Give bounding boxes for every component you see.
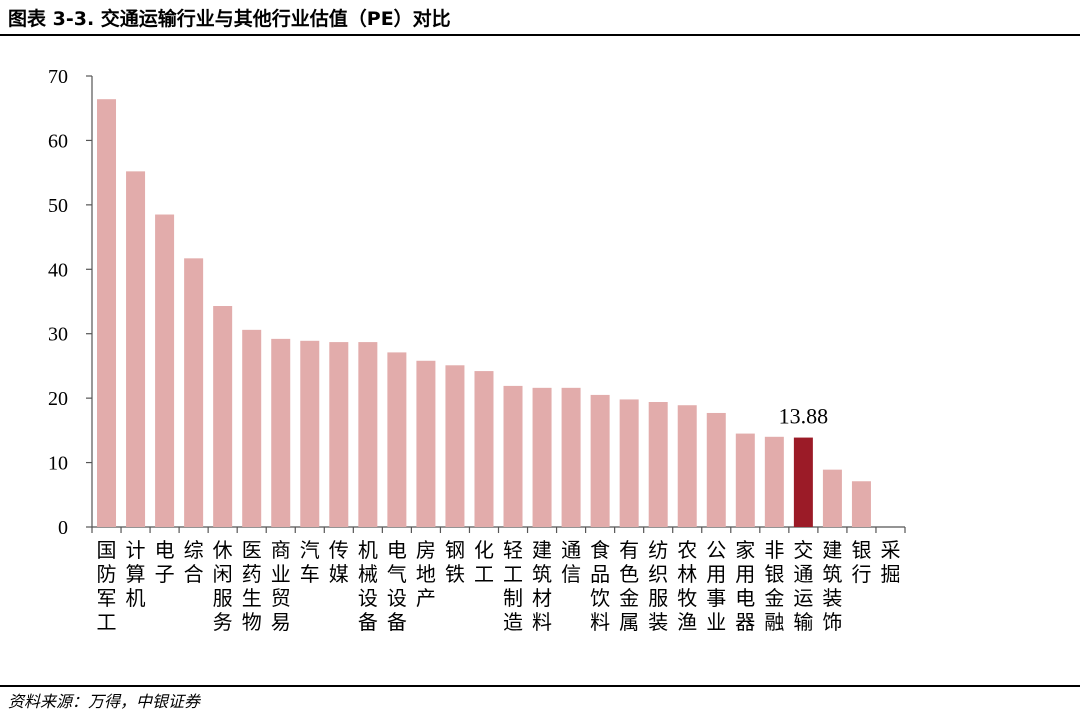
x-category-label: 国防军工 (97, 538, 117, 634)
x-category-label: 汽车 (300, 538, 320, 586)
x-category-label: 建筑材料 (532, 538, 552, 634)
bar (532, 387, 552, 527)
x-category-label: 综合 (184, 538, 204, 586)
x-category-label: 交通运输 (793, 538, 813, 634)
x-category-label: 非银金融 (764, 538, 784, 634)
y-tick-label: 40 (48, 259, 68, 281)
x-category-label: 休闲服务 (213, 538, 233, 634)
x-category-label: 轻工制造 (503, 538, 523, 634)
x-category-label: 钢铁 (445, 538, 465, 586)
bar (590, 394, 610, 527)
bar (474, 371, 494, 527)
bar (677, 405, 697, 527)
bar (416, 360, 436, 527)
top-rule (0, 34, 1080, 36)
x-category-label: 通信 (561, 538, 581, 586)
y-tick-label: 20 (48, 388, 68, 410)
bar (184, 258, 204, 527)
x-category-label: 农林牧渔 (677, 538, 697, 634)
y-tick-label: 10 (48, 453, 68, 475)
bar (358, 342, 378, 527)
x-category-label: 计算机 (126, 538, 146, 610)
y-axis-ticks: 0 10 20 30 40 50 60 70 (48, 66, 92, 539)
x-category-label: 建筑装饰 (822, 538, 842, 634)
x-category-label: 电气设备 (387, 538, 407, 634)
bar (126, 171, 146, 527)
x-category-label: 商业贸易 (271, 538, 291, 634)
source-note: 资料来源：万得，中银证券 (8, 692, 201, 711)
bar (793, 437, 813, 527)
y-tick-label: 50 (48, 195, 68, 217)
bar (561, 387, 581, 527)
x-category-label: 银行 (851, 538, 871, 586)
bar (822, 469, 842, 527)
x-category-label: 传媒 (329, 538, 349, 586)
x-category-label: 食品饮料 (590, 538, 610, 634)
y-tick-label: 60 (48, 130, 68, 152)
bar (271, 338, 291, 527)
y-tick-label: 30 (48, 324, 68, 346)
x-category-label: 电子 (155, 538, 175, 586)
x-category-label: 家用电器 (735, 538, 755, 634)
x-category-label: 公用事业 (706, 538, 726, 634)
x-category-label: 化工 (474, 538, 494, 586)
bar (213, 306, 233, 527)
bar (445, 365, 465, 527)
bars (97, 99, 871, 528)
bar (706, 412, 726, 527)
data-label: 13.88 (779, 404, 829, 429)
x-category-label: 机械设备 (358, 538, 378, 634)
x-category-label: 医药生物 (242, 538, 262, 634)
bar (735, 433, 755, 527)
bar (97, 99, 117, 528)
bar (764, 436, 784, 527)
bar (619, 399, 639, 527)
chart-title: 图表 3-3. 交通运输行业与其他行业估值（PE）对比 (8, 8, 451, 30)
x-category-label: 有色金属 (619, 538, 639, 634)
bar (300, 340, 320, 527)
x-category-label: 采掘 (880, 538, 900, 586)
bar (242, 329, 262, 527)
x-category-label: 房地产 (416, 538, 436, 610)
y-tick-label: 70 (48, 66, 68, 88)
x-category-label: 纺织服装 (648, 538, 668, 634)
bar (851, 481, 871, 527)
y-tick-label: 0 (58, 517, 68, 539)
bar (648, 402, 668, 527)
bar (155, 214, 175, 527)
x-axis-labels: 国防军工计算机电子综合休闲服务医药生物商业贸易汽车传媒机械设备电气设备房地产钢铁… (97, 538, 901, 634)
data-labels: 13.88 (779, 404, 829, 429)
bar (387, 352, 407, 527)
bar (503, 385, 523, 527)
bottom-rule (0, 685, 1080, 687)
bar (329, 342, 349, 527)
